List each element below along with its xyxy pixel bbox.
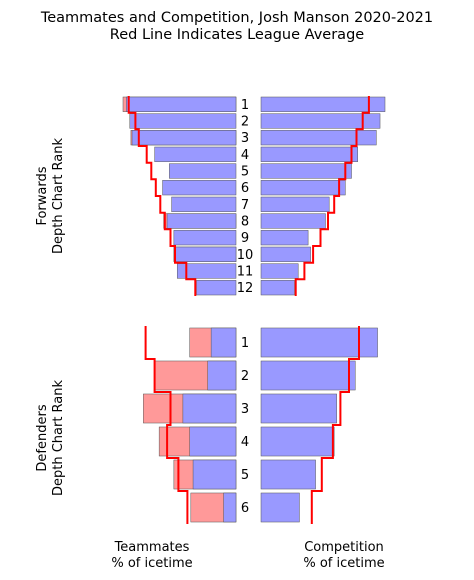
forwards-competition-league-line bbox=[294, 96, 370, 296]
x-label-left-line-1: Teammates bbox=[114, 540, 190, 555]
forwards-teammates-bar-10 bbox=[174, 246, 237, 262]
forwards-label-line-1: Forwards bbox=[35, 166, 50, 225]
forwards-rank-label-8: 8 bbox=[241, 215, 249, 230]
forwards-teammates-bar-2 bbox=[129, 113, 237, 129]
defenders-teammates-panel bbox=[143, 326, 237, 524]
defenders-competition-bar-3 bbox=[260, 393, 337, 424]
defenders-teammates-bar-3 bbox=[182, 393, 237, 424]
x-label-right-line-1: Competition bbox=[304, 540, 384, 555]
forwards-competition-bar-9 bbox=[260, 230, 309, 246]
defenders-group-label: Defenders Depth Chart Rank bbox=[35, 380, 66, 497]
forwards-competition-bar-12 bbox=[260, 280, 295, 296]
chart-subtitle: Red Line Indicates League Average bbox=[110, 27, 364, 43]
forwards-rank-label-9: 9 bbox=[241, 231, 249, 246]
forwards-competition-bar-8 bbox=[260, 213, 326, 229]
forwards-teammates-bar-9 bbox=[173, 230, 237, 246]
x-label-right-line-2: % of icetime bbox=[303, 556, 384, 571]
forwards-rank-label-3: 3 bbox=[241, 131, 249, 146]
forwards-competition-bar-3 bbox=[260, 130, 377, 146]
defenders-competition-bar-5 bbox=[260, 459, 316, 490]
forwards-rank-label-10: 10 bbox=[237, 248, 254, 263]
forwards-teammates-league-line bbox=[127, 96, 197, 296]
defenders-rank-labels: 1 2 3 4 5 6 bbox=[241, 336, 249, 516]
forwards-competition-bar-1 bbox=[260, 96, 386, 112]
defenders-rank-label-1: 1 bbox=[241, 336, 249, 351]
defenders-rank-label-4: 4 bbox=[241, 435, 249, 450]
x-label-right: Competition % of icetime bbox=[303, 540, 384, 571]
x-label-left-line-2: % of icetime bbox=[111, 556, 192, 571]
forwards-teammates-bar-1 bbox=[126, 96, 237, 112]
defenders-rank-label-2: 2 bbox=[241, 369, 249, 384]
forwards-rank-label-4: 4 bbox=[241, 148, 249, 163]
defenders-competition-bar-2 bbox=[260, 360, 356, 391]
defenders-competition-bar-6 bbox=[260, 492, 300, 523]
defenders-rank-label-5: 5 bbox=[241, 468, 249, 483]
forwards-competition-bar-7 bbox=[260, 196, 330, 212]
defenders-teammates-bar-6 bbox=[223, 492, 237, 523]
forwards-teammates-bar-12 bbox=[196, 280, 237, 296]
defenders-label-line-1: Defenders bbox=[35, 404, 50, 471]
forwards-teammates-bar-3 bbox=[131, 130, 237, 146]
forwards-label-line-2: Depth Chart Rank bbox=[51, 138, 66, 255]
forwards-rank-label-2: 2 bbox=[241, 115, 249, 130]
forwards-competition-bar-5 bbox=[260, 163, 352, 179]
chart-title: Teammates and Competition, Josh Manson 2… bbox=[40, 10, 433, 26]
defenders-teammates-league-line bbox=[144, 326, 189, 524]
forwards-rank-label-7: 7 bbox=[241, 198, 249, 213]
forwards-teammates-bar-6 bbox=[162, 180, 237, 196]
forwards-competition-bar-11 bbox=[260, 263, 299, 279]
defenders-competition-bar-4 bbox=[260, 426, 335, 457]
forwards-competition-bar-2 bbox=[260, 113, 381, 129]
forwards-rank-label-11: 11 bbox=[237, 265, 254, 280]
defenders-rank-label-6: 6 bbox=[241, 501, 249, 516]
forwards-teammates-panel bbox=[122, 96, 237, 296]
defenders-competition-bar-1 bbox=[260, 327, 378, 358]
forwards-competition-bar-4 bbox=[260, 146, 358, 162]
defenders-teammates-bar-5 bbox=[192, 459, 237, 490]
forwards-teammates-bar-7 bbox=[171, 196, 237, 212]
forwards-competition-bar-10 bbox=[260, 246, 311, 262]
forwards-teammates-bar-11 bbox=[176, 263, 237, 279]
forwards-competition-panel bbox=[260, 96, 386, 296]
forwards-competition-bar-6 bbox=[260, 180, 346, 196]
forwards-rank-label-6: 6 bbox=[241, 181, 249, 196]
x-label-left: Teammates % of icetime bbox=[111, 540, 192, 571]
defenders-competition-league-line bbox=[310, 326, 360, 524]
defenders-teammates-bar-1 bbox=[210, 327, 237, 358]
forwards-rank-label-12: 12 bbox=[237, 281, 254, 296]
defenders-teammates-bar-4 bbox=[189, 426, 237, 457]
forwards-teammates-bar-8 bbox=[166, 213, 237, 229]
forwards-rank-label-1: 1 bbox=[241, 98, 249, 113]
forwards-teammates-bar-4 bbox=[154, 146, 237, 162]
defenders-competition-panel bbox=[260, 326, 378, 524]
forwards-rank-label-5: 5 bbox=[241, 165, 249, 180]
defenders-teammates-bar-2 bbox=[207, 360, 237, 391]
defenders-label-line-2: Depth Chart Rank bbox=[51, 380, 66, 497]
defenders-rank-label-3: 3 bbox=[241, 402, 249, 417]
forwards-group-label: Forwards Depth Chart Rank bbox=[35, 138, 66, 255]
forwards-teammates-bar-5 bbox=[169, 163, 237, 179]
